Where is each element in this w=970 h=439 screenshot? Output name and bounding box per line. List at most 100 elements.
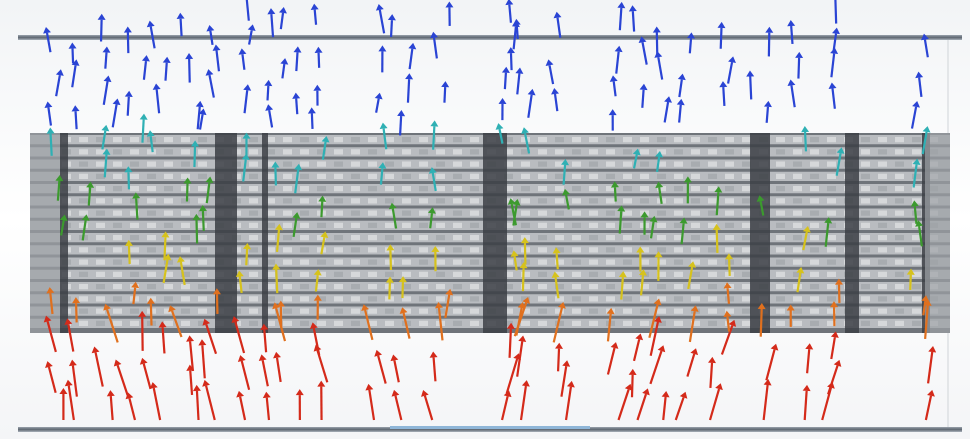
vector-shaft: [181, 19, 182, 36]
fin-cell: [861, 137, 870, 142]
fin-cell: [725, 162, 734, 167]
fin-cell: [130, 162, 139, 167]
fin-cell: [385, 272, 394, 277]
fin-cell: [827, 247, 836, 252]
fin-cell: [300, 211, 309, 216]
fin-cell: [538, 247, 547, 252]
fin-cell: [589, 186, 598, 191]
fin-cell: [96, 235, 105, 240]
fin-cell: [368, 137, 377, 142]
fin-cell: [725, 137, 734, 142]
fin-cell: [181, 235, 190, 240]
fin-cell: [640, 309, 649, 314]
fin-cell: [861, 223, 870, 228]
fin-cell: [861, 296, 870, 301]
fin-cell: [402, 137, 411, 142]
fin-cell: [606, 247, 615, 252]
fin-cell: [793, 321, 802, 326]
fin-cell: [572, 186, 581, 191]
fin-cell: [572, 223, 581, 228]
fin-cell: [368, 174, 377, 179]
fin-cell: [164, 296, 173, 301]
fin-cell: [368, 198, 377, 203]
fin-cell: [589, 223, 598, 228]
vector-shaft: [433, 126, 434, 149]
fin-cell: [164, 162, 173, 167]
fin-cell: [300, 137, 309, 142]
fin-cell: [810, 284, 819, 289]
fin-cell: [521, 186, 530, 191]
fin-cell: [538, 211, 547, 216]
fin-cell: [283, 296, 292, 301]
fin-cell: [793, 149, 802, 154]
fin-cell: [538, 296, 547, 301]
fin-cell: [249, 296, 258, 301]
vector-shaft: [523, 268, 524, 291]
fin-cell: [130, 272, 139, 277]
vector-shaft: [721, 28, 722, 49]
fin-cell: [470, 247, 479, 252]
fin-cell: [555, 198, 564, 203]
fin-cell: [623, 137, 632, 142]
fin-cell: [895, 296, 904, 301]
fin-cell: [164, 186, 173, 191]
fin-cell: [368, 162, 377, 167]
fin-cell: [300, 309, 309, 314]
vector-shaft: [615, 187, 616, 201]
fin-cell: [147, 198, 156, 203]
fin-cell: [283, 321, 292, 326]
fin-cell: [334, 186, 343, 191]
fin-cell: [861, 260, 870, 265]
fin-cell: [351, 309, 360, 314]
fin-cell: [742, 321, 751, 326]
fin-cell: [810, 149, 819, 154]
fin-cell: [691, 162, 700, 167]
fin-cell: [674, 198, 683, 203]
fin-cell: [402, 149, 411, 154]
fin-cell: [419, 260, 428, 265]
fin-cell: [521, 162, 530, 167]
fin-cell: [96, 260, 105, 265]
fin-cell: [198, 149, 207, 154]
fin-cell: [79, 284, 88, 289]
fin-cell: [402, 211, 411, 216]
fin-cell: [113, 235, 122, 240]
fin-cell: [147, 284, 156, 289]
fin-cell: [912, 149, 921, 154]
fin-cell: [827, 211, 836, 216]
fin-cell: [895, 247, 904, 252]
fin-cell: [317, 223, 326, 228]
fin-cell: [368, 149, 377, 154]
fin-cell: [674, 186, 683, 191]
fin-cell: [419, 186, 428, 191]
fin-cell: [640, 235, 649, 240]
fin-cell: [606, 149, 615, 154]
fin-cell: [538, 272, 547, 277]
fin-cell: [674, 149, 683, 154]
fin-cell: [623, 260, 632, 265]
vector-shaft: [910, 275, 911, 290]
fin-cell: [79, 309, 88, 314]
fin-cell: [385, 174, 394, 179]
fin-cell: [198, 235, 207, 240]
fin-cell: [249, 235, 258, 240]
fin-cell: [878, 149, 887, 154]
fin-cell: [181, 211, 190, 216]
fin-cell: [164, 211, 173, 216]
fin-cell: [691, 296, 700, 301]
vector-shaft: [835, 0, 836, 24]
fin-cell: [912, 284, 921, 289]
fin-cell: [589, 174, 598, 179]
fin-cell: [538, 174, 547, 179]
fin-cell: [861, 272, 870, 277]
fin-cell: [623, 223, 632, 228]
vector-shaft: [642, 90, 643, 108]
fin-cell: [810, 211, 819, 216]
fin-cell: [113, 162, 122, 167]
fin-cell: [79, 137, 88, 142]
fin-cell: [96, 198, 105, 203]
fin-cell: [708, 198, 717, 203]
fin-cell: [436, 284, 445, 289]
vector-shaft: [444, 87, 445, 103]
fin-cell: [419, 223, 428, 228]
